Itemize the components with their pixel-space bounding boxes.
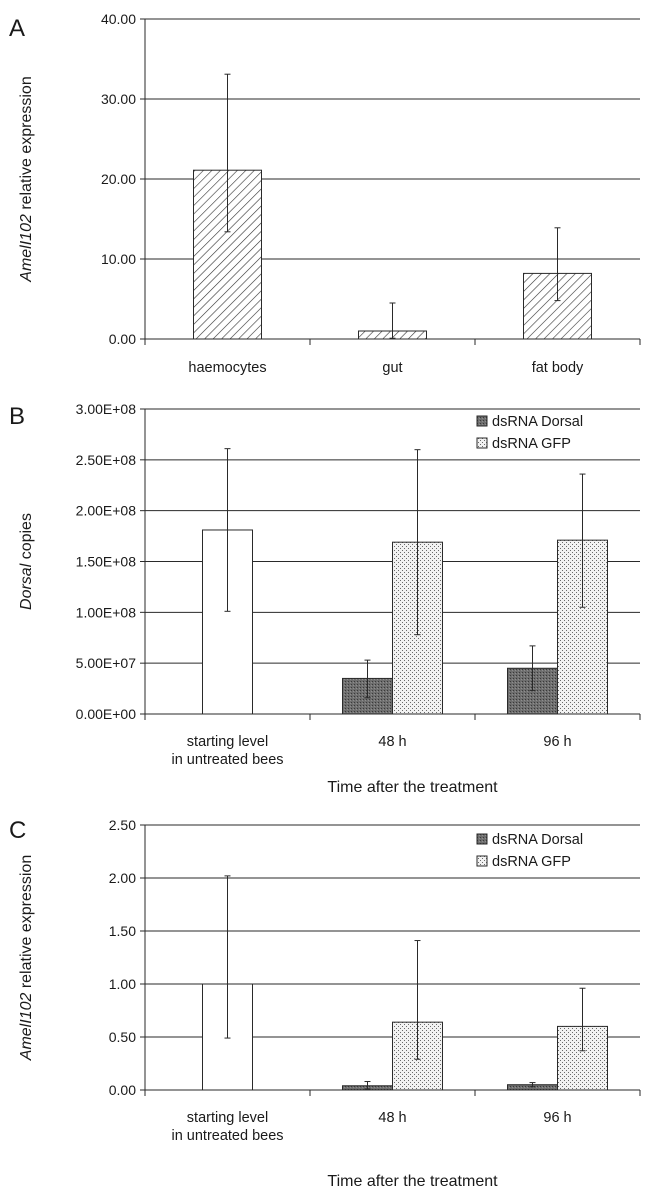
y-axis-title-rest: copies [18, 513, 35, 564]
legend-swatch [476, 833, 488, 845]
x-tick-label: 96 h [543, 1110, 571, 1126]
x-tick-label: 48 h [378, 734, 406, 750]
y-axis-title-italic: Dorsal [18, 563, 35, 610]
y-tick-label: 1.50 [109, 923, 136, 939]
x-tick-label: in untreated bees [171, 1128, 283, 1144]
x-tick-label: gut [382, 360, 402, 376]
x-axis-title: Time after the treatment [327, 1173, 498, 1190]
y-axis-title: AmelI102 relative expression [18, 855, 35, 1061]
y-tick-label: 40.00 [101, 11, 136, 27]
legend-swatch [476, 415, 488, 427]
x-axis-title: Time after the treatment [327, 779, 498, 796]
y-tick-label: 2.00E+08 [76, 503, 137, 519]
x-tick-label: 48 h [378, 1110, 406, 1126]
legend-label: dsRNA Dorsal [492, 832, 583, 848]
legend-label: dsRNA GFP [492, 436, 571, 452]
panel-b: B 0.00E+00 5.00E+07 1.00E+08 1.50E+08 2.00E+0… [9, 401, 641, 796]
y-tick-label: 10.00 [101, 251, 136, 267]
legend-swatch [476, 437, 488, 449]
y-tick-label: 1.00E+08 [76, 604, 137, 620]
x-tick-label: fat body [532, 360, 584, 376]
y-tick-label: 0.00 [109, 331, 136, 347]
y-tick-label: 5.00E+07 [76, 655, 137, 671]
panel-letter: A [9, 15, 25, 42]
x-tick-label: 96 h [543, 734, 571, 750]
x-tick-label: haemocytes [188, 360, 266, 376]
x-tick-label: starting level [187, 1110, 268, 1126]
y-tick-label: 0.50 [109, 1029, 136, 1045]
y-axis-title-italic: AmelI102 [18, 993, 35, 1062]
x-tick-label: starting level [187, 734, 268, 750]
panel-letter: C [9, 817, 26, 844]
panel-letter: B [9, 403, 25, 430]
legend-swatch [476, 855, 488, 867]
y-axis-title: Dorsal copies [18, 513, 35, 610]
y-tick-label: 2.50E+08 [76, 452, 137, 468]
y-axis-title-rest: relative expression [18, 76, 35, 214]
panel-c: C 0.00 0.50 1.00 1.50 2.00 2.50 starting level i… [9, 817, 641, 1190]
y-tick-label: 20.00 [101, 171, 136, 187]
legend-label: dsRNA Dorsal [492, 414, 583, 430]
y-tick-label: 0.00E+00 [76, 706, 137, 722]
y-tick-label: 2.00 [109, 870, 136, 886]
legend-label: dsRNA GFP [492, 854, 571, 870]
panel-a: A 0.00 10.00 20.00 30.00 40.00 haemocytes gut fa… [9, 11, 641, 376]
y-axis-title: AmelI102 relative expression [18, 76, 35, 282]
y-axis-title-rest: relative expression [18, 855, 35, 993]
y-tick-label: 3.00E+08 [76, 401, 137, 417]
y-tick-label: 2.50 [109, 817, 136, 833]
x-tick-label: in untreated bees [171, 752, 283, 768]
y-tick-label: 1.00 [109, 976, 136, 992]
y-axis-title-italic: AmelI102 [18, 214, 35, 283]
y-tick-label: 30.00 [101, 91, 136, 107]
y-tick-label: 1.50E+08 [76, 554, 137, 570]
y-tick-label: 0.00 [109, 1082, 136, 1098]
